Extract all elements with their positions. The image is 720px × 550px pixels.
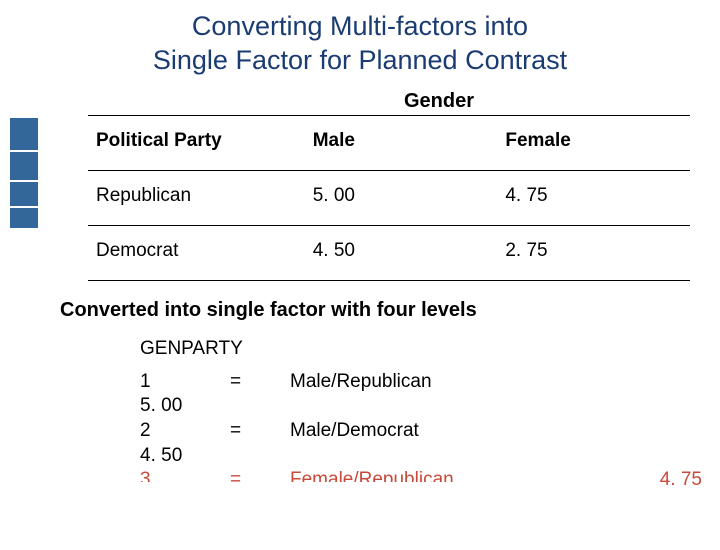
- table-row: Democrat 4. 50 2. 75: [88, 225, 690, 280]
- accent-block: [10, 152, 38, 180]
- data-table: Political Party Male Female Republican 5…: [88, 115, 690, 281]
- accent-block: [10, 182, 38, 206]
- mapping-blank: [230, 394, 290, 419]
- converted-text: Converted into single factor with four l…: [60, 299, 690, 322]
- mapping-code: 1: [140, 370, 230, 395]
- mapping-row: 4. 50: [140, 444, 690, 469]
- accent-block: [10, 118, 38, 150]
- table-row: Republican 5. 00 4. 75: [88, 170, 690, 225]
- cell-female: 4. 75: [497, 170, 690, 225]
- col-header-party: Political Party: [88, 115, 305, 170]
- cell-party: Republican: [88, 170, 305, 225]
- mapping-label: Female/Republican: [290, 468, 690, 482]
- mapping-trailing-value: 4. 75: [660, 468, 690, 482]
- mapping-blank: [290, 444, 690, 469]
- mapping-block: 1 = Male/Republican 5. 00 2 = Male/Democ…: [140, 370, 690, 483]
- sidebar-accent-blocks: [10, 118, 38, 228]
- table-header-row: Political Party Male Female: [88, 115, 690, 170]
- mapping-row: 2 = Male/Democrat: [140, 419, 690, 444]
- genparty-label: GENPARTY: [140, 338, 690, 360]
- mapping-label: Male/Democrat: [290, 419, 690, 444]
- mapping-blank: [290, 394, 690, 419]
- slide-title: Converting Multi-factors into Single Fac…: [0, 10, 720, 78]
- cell-female: 2. 75: [497, 225, 690, 280]
- mapping-row: 5. 00: [140, 394, 690, 419]
- mapping-value: 5. 00: [140, 394, 230, 419]
- cell-male: 4. 50: [305, 225, 498, 280]
- mapping-code: 3: [140, 468, 230, 482]
- mapping-eq: =: [230, 370, 290, 395]
- col-header-female: Female: [497, 115, 690, 170]
- col-header-male: Male: [305, 115, 498, 170]
- cell-male: 5. 00: [305, 170, 498, 225]
- gender-header: Gender: [188, 90, 690, 113]
- mapping-code: 2: [140, 419, 230, 444]
- mapping-label: Male/Republican: [290, 370, 690, 395]
- mapping-row: 1 = Male/Republican: [140, 370, 690, 395]
- mapping-row-cut: 3 = Female/Republican 4. 75: [140, 468, 690, 482]
- mapping-value: 4. 50: [140, 444, 230, 469]
- title-line-2: Single Factor for Planned Contrast: [153, 45, 567, 75]
- mapping-blank: [230, 444, 290, 469]
- accent-block: [10, 208, 38, 228]
- mapping-eq: =: [230, 419, 290, 444]
- cell-party: Democrat: [88, 225, 305, 280]
- mapping-eq: =: [230, 468, 290, 482]
- title-line-1: Converting Multi-factors into: [192, 11, 528, 41]
